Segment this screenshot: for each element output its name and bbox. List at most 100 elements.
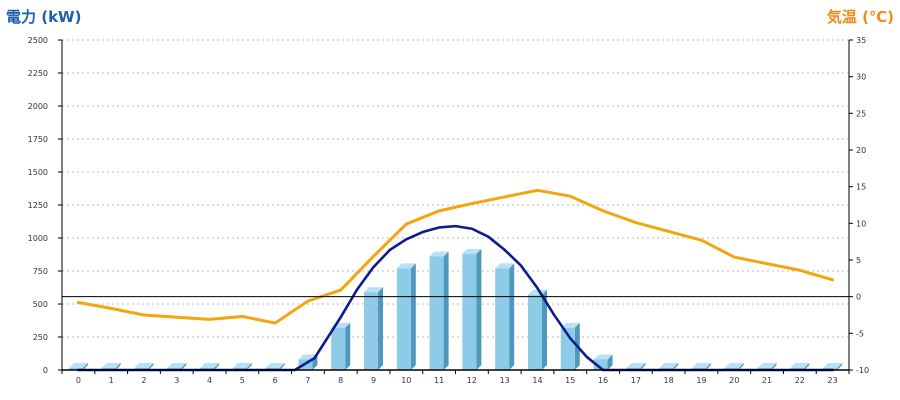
right-tick-label: 30 — [856, 73, 866, 82]
bar-series — [68, 248, 843, 370]
bar-top — [101, 363, 121, 368]
bar-side — [410, 263, 416, 370]
right-tick-label: -5 — [856, 329, 864, 338]
x-tick-label: 3 — [174, 376, 179, 385]
bar-side — [640, 363, 646, 370]
left-tick-label: 1000 — [28, 234, 48, 243]
bar-top — [823, 363, 843, 368]
x-tick-label: 10 — [401, 376, 411, 385]
bar-top — [68, 363, 88, 368]
right-tick-label: 15 — [856, 183, 866, 192]
x-tick-label: 15 — [565, 376, 575, 385]
bar-side — [148, 363, 154, 370]
bar-side — [607, 354, 613, 370]
bar — [527, 289, 547, 370]
bar — [68, 363, 88, 370]
bar-top — [134, 363, 154, 368]
x-tick-label: 1 — [109, 376, 114, 385]
x-tick-label: 8 — [338, 376, 343, 385]
right-tick-label: 20 — [856, 146, 866, 155]
bar-side — [345, 322, 351, 370]
x-tick-label: 5 — [240, 376, 245, 385]
left-tick-label: 1750 — [28, 135, 48, 144]
x-tick-label: 12 — [467, 376, 477, 385]
left-tick-label: 2500 — [28, 36, 48, 45]
left-tick-label: 500 — [33, 300, 48, 309]
x-tick-label: 22 — [795, 376, 805, 385]
x-tick-label: 7 — [305, 376, 310, 385]
bar-side — [476, 248, 482, 370]
left-tick-label: 1250 — [28, 201, 48, 210]
bar-side — [541, 289, 547, 370]
x-tick-label: 17 — [631, 376, 641, 385]
bar-top — [364, 287, 384, 293]
bar-side — [279, 363, 285, 370]
x-tick-label: 0 — [76, 376, 81, 385]
right-tick-label: 0 — [856, 293, 861, 302]
power-line — [77, 224, 834, 372]
bar-top — [265, 363, 285, 368]
right-axis-title: 気温 (℃) — [827, 8, 894, 26]
x-tick-label: 13 — [500, 376, 510, 385]
line-series — [76, 188, 835, 372]
bar-top — [495, 263, 515, 269]
bar-side — [115, 363, 121, 370]
bar — [495, 263, 515, 370]
left-axis-title: 電力 (kW) — [6, 8, 81, 26]
x-tick-label: 9 — [371, 376, 376, 385]
bar-side — [673, 363, 679, 370]
x-tick-label: 6 — [273, 376, 278, 385]
bar-top — [396, 263, 416, 269]
bar-side — [705, 363, 711, 370]
bar-top — [560, 322, 580, 328]
left-tick-label: 750 — [33, 267, 48, 276]
temperature-line — [76, 188, 835, 325]
bar-front — [527, 294, 542, 370]
bar-top — [167, 363, 187, 368]
bar-front — [364, 292, 379, 370]
bar — [462, 248, 482, 370]
x-tick-label: 11 — [434, 376, 444, 385]
bar-top — [200, 363, 220, 368]
x-tick-label: 23 — [828, 376, 838, 385]
bar-top — [790, 363, 810, 368]
bar-front — [593, 359, 608, 370]
bar-side — [214, 363, 220, 370]
right-tick-label: 35 — [856, 36, 866, 45]
bar — [429, 251, 449, 370]
left-tick-label: 2000 — [28, 102, 48, 111]
bar-side — [82, 363, 88, 370]
gridlines — [62, 39, 849, 338]
right-tick-label: 5 — [856, 256, 861, 265]
x-tick-label: 4 — [207, 376, 212, 385]
bar — [364, 287, 384, 370]
bar-side — [738, 363, 744, 370]
x-tick-label: 19 — [696, 376, 706, 385]
bar-top — [691, 363, 711, 368]
bar-front — [68, 368, 83, 370]
bar-side — [837, 363, 843, 370]
bar-side — [246, 363, 252, 370]
bar-front — [331, 327, 346, 370]
bar-side — [509, 263, 515, 370]
bar — [593, 354, 613, 370]
bar-side — [443, 251, 449, 370]
left-tick-label: 1500 — [28, 168, 48, 177]
bar-top — [462, 248, 482, 254]
bar-top — [724, 363, 744, 368]
bar-front — [429, 256, 444, 370]
left-tick-label: 250 — [33, 333, 48, 342]
right-tick-label: 25 — [856, 109, 866, 118]
x-tick-label: 21 — [762, 376, 772, 385]
bar-front — [396, 268, 411, 370]
bar-side — [771, 363, 777, 370]
x-tick-label: 18 — [664, 376, 674, 385]
right-tick-label: -10 — [856, 366, 869, 375]
left-tick-label: 2250 — [28, 69, 48, 78]
x-tick-label: 16 — [598, 376, 608, 385]
bar-top — [593, 354, 613, 360]
left-tick-label: 0 — [43, 366, 48, 375]
bar-top — [232, 363, 252, 368]
bar-front — [495, 268, 510, 370]
